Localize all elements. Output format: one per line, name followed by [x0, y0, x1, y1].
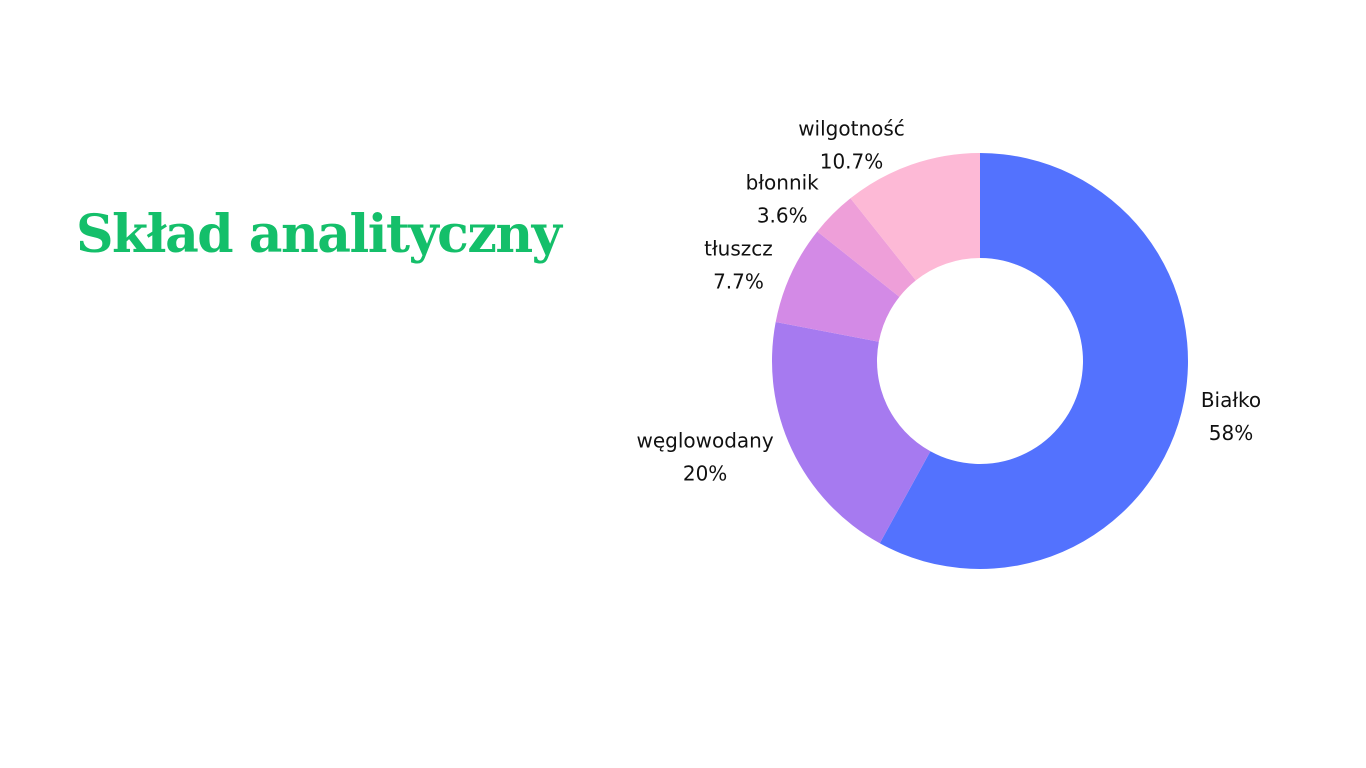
slice-value-label: 7.7% — [713, 269, 764, 293]
pie-slice — [850, 153, 980, 281]
pie-slice — [775, 231, 900, 342]
slice-label: tłuszcz — [704, 236, 773, 260]
slice-label: węglowodany — [636, 429, 773, 453]
slice-value-label: 10.7% — [820, 149, 884, 173]
slice-value-label: 20% — [683, 462, 727, 486]
slice-label: Białko — [1201, 388, 1261, 412]
pie-slice — [879, 153, 1188, 569]
slice-value-label: 58% — [1209, 421, 1253, 445]
pie-slice — [772, 322, 931, 544]
slice-value-label: 3.6% — [757, 203, 808, 227]
pie-slice — [817, 198, 916, 297]
slice-label: wilgotność — [798, 116, 905, 140]
chart-title: Skład analityczny — [76, 204, 564, 265]
slice-label: błonnik — [746, 170, 820, 194]
